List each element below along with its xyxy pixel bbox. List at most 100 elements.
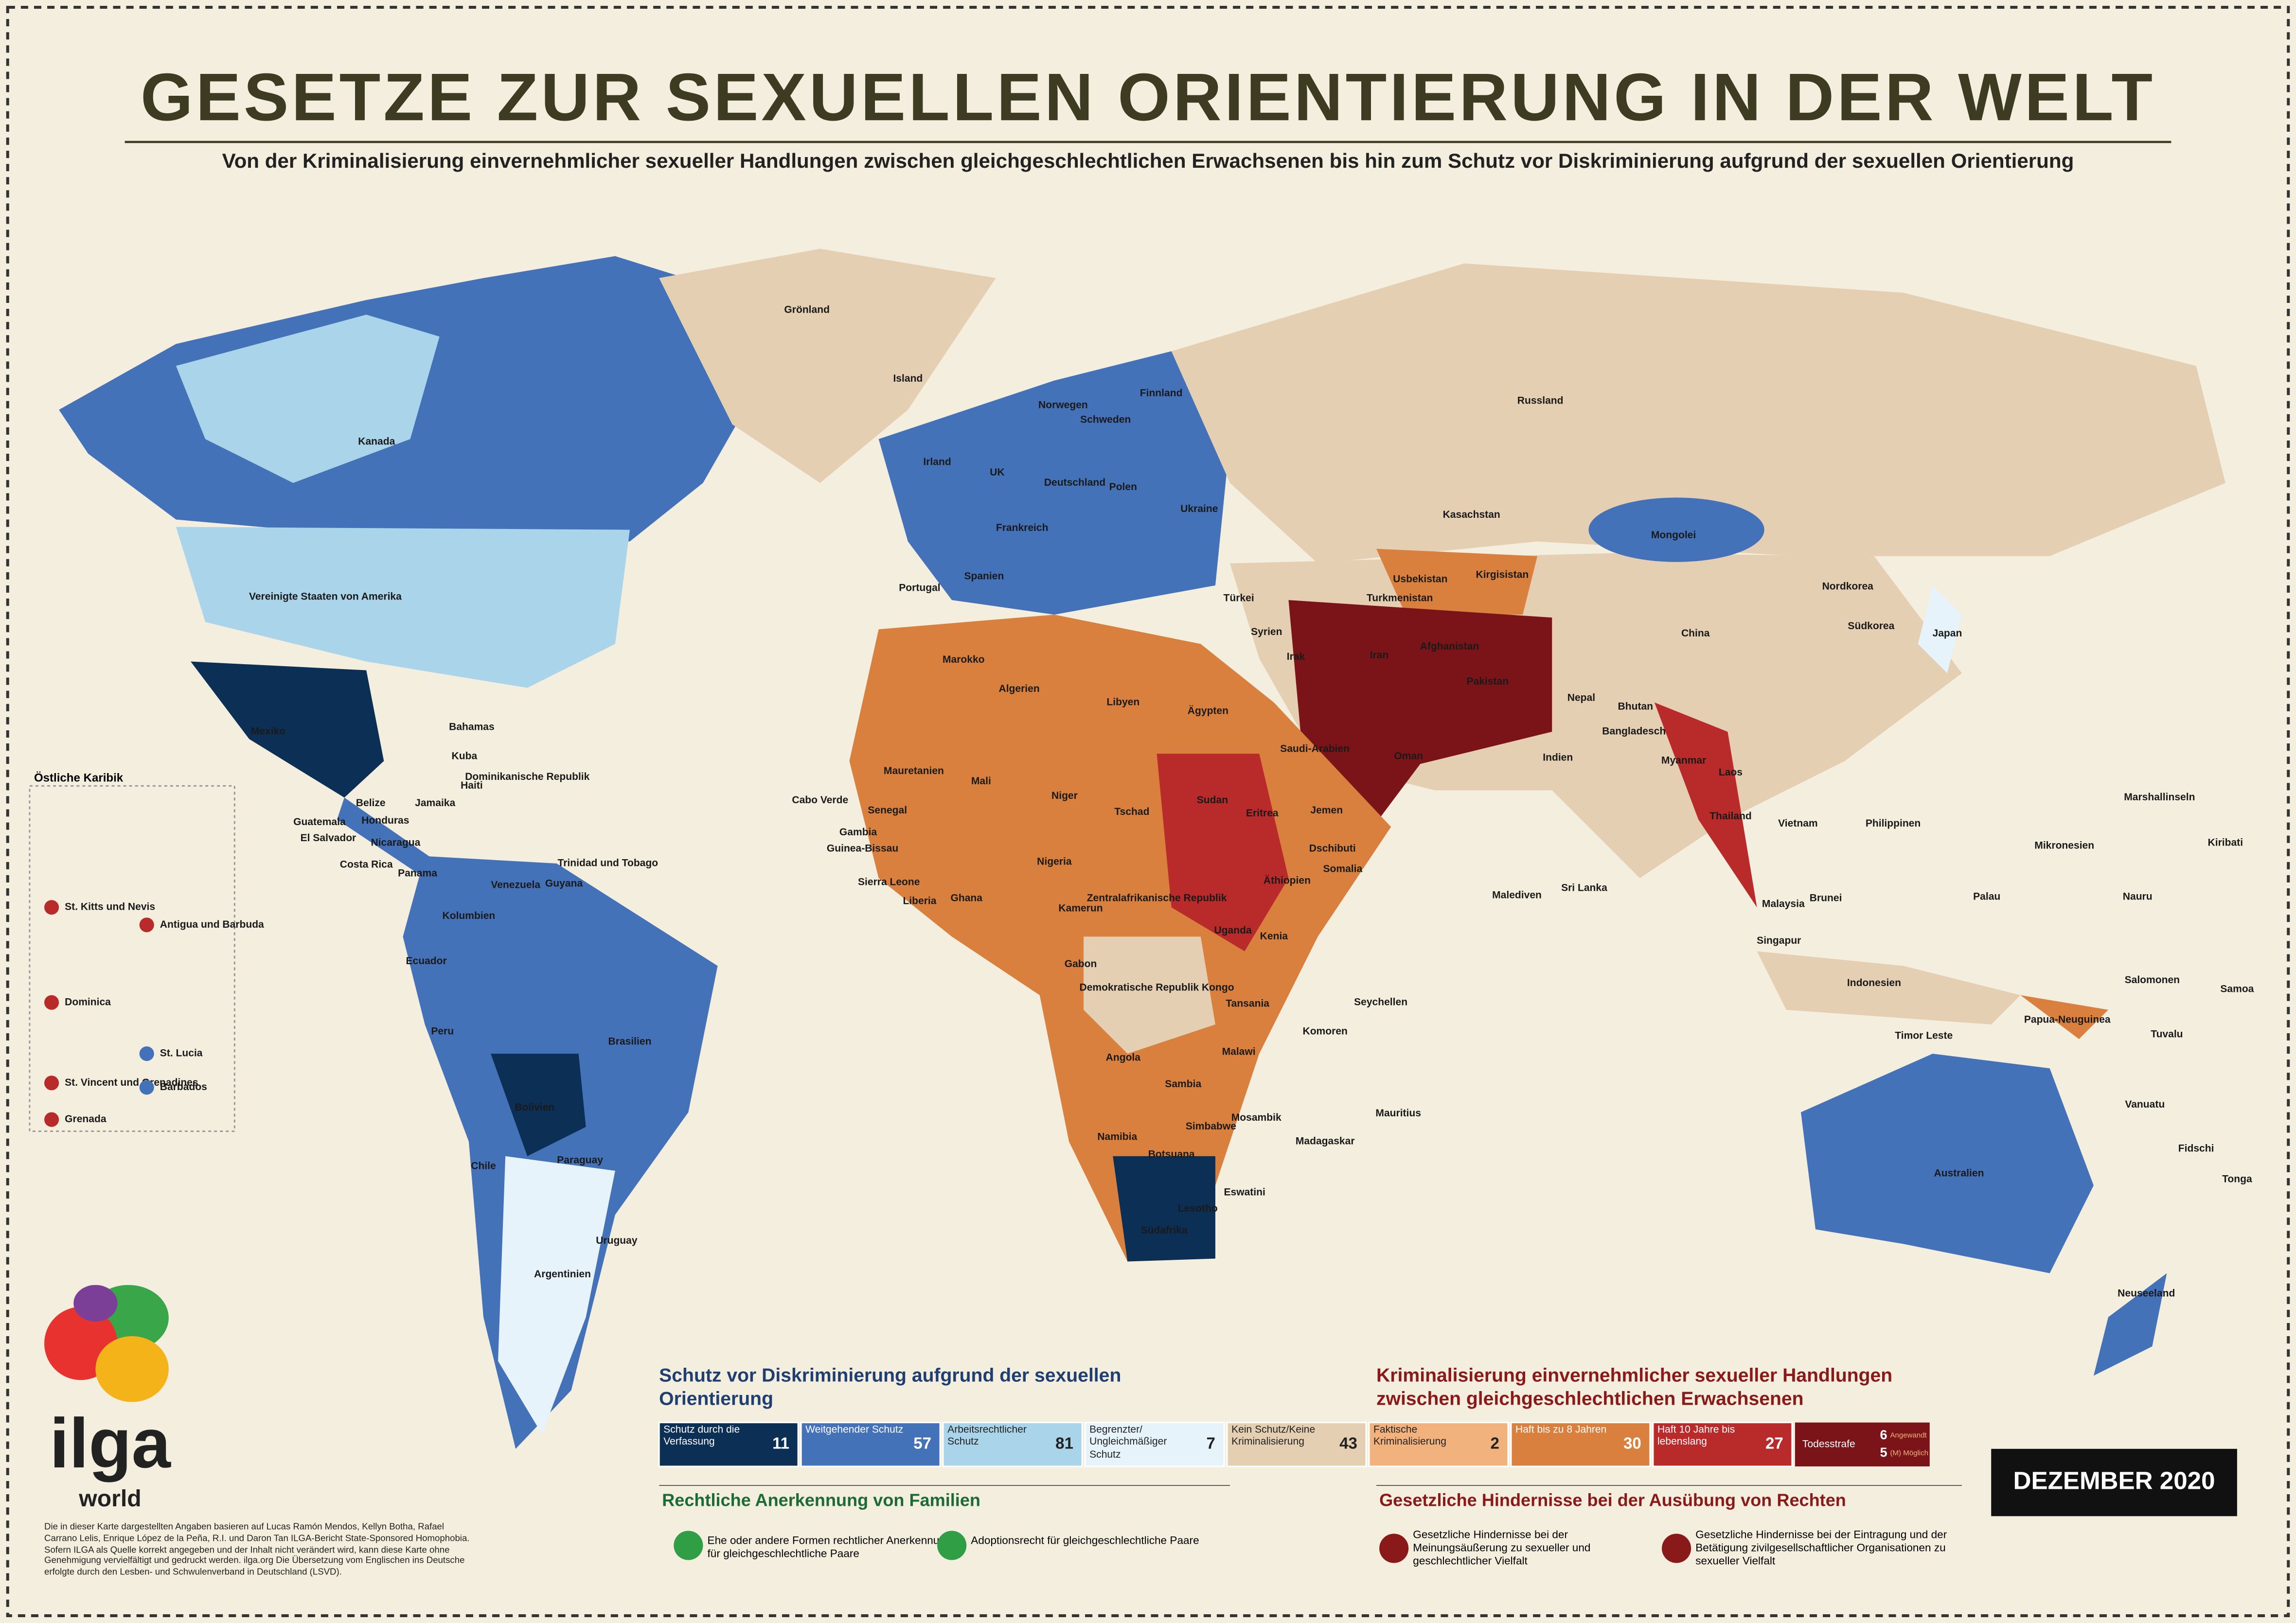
country-label: Sierra Leone — [858, 877, 920, 888]
country-label: Türkei — [1224, 593, 1254, 604]
country-label: Ukraine — [1180, 503, 1218, 514]
country-label: Indien — [1543, 752, 1573, 763]
legend-heading: Rechtliche Anerkennung von Familien — [662, 1490, 980, 1510]
country-label: Sudan — [1197, 794, 1228, 806]
legend-count: 30 — [1623, 1435, 1641, 1453]
legend-count: 11 — [772, 1435, 789, 1453]
country-label: Jemen — [1310, 805, 1343, 816]
legend-icon — [1379, 1534, 1409, 1563]
country-label: Niger — [1051, 790, 1078, 801]
country-label: Tonga — [2222, 1174, 2252, 1185]
land-sudan — [1157, 754, 1289, 952]
land-central-asia — [1376, 548, 1538, 615]
country-label: Kanada — [358, 436, 395, 447]
inset-dot — [139, 917, 154, 933]
text-box: Faktische Kriminalisierung — [1373, 1425, 1446, 1448]
country-label: Algerien — [999, 683, 1040, 694]
country-label: Laos — [1719, 767, 1743, 778]
inset-label: St. Kitts und Nevis — [65, 901, 155, 913]
land-indonesia — [1757, 951, 2021, 1024]
country-label: Kirgisistan — [1476, 569, 1529, 580]
legend-icon — [674, 1531, 703, 1560]
logo-art — [44, 1285, 176, 1417]
country-label: Schweden — [1080, 414, 1131, 425]
country-label: Eritrea — [1246, 808, 1279, 819]
country-label: Bhutan — [1618, 701, 1653, 712]
inset-dot — [44, 1112, 59, 1127]
country-label: Argentinien — [534, 1269, 591, 1280]
land-australia — [1800, 1054, 2094, 1273]
country-label: Nicaragua — [371, 837, 421, 848]
inset-dot — [44, 995, 59, 1010]
country-label: Deutschland — [1044, 477, 1105, 488]
text-box: Haft 10 Jahre bis lebenslang — [1657, 1426, 1735, 1448]
inset-label: St. Vincent und Grenadines — [65, 1077, 198, 1088]
country-label: Angola — [1106, 1052, 1141, 1063]
country-label: Kolumbien — [443, 910, 496, 921]
land-myanmar — [1654, 702, 1757, 908]
country-label: Mali — [971, 776, 991, 787]
country-label: Trinidad und Tobago — [558, 857, 659, 868]
country-label: Kamerun — [1058, 903, 1103, 914]
country-label: Haiti — [461, 780, 483, 791]
country-label: Bolivien — [515, 1102, 554, 1113]
text-box: Kein Schutz/Keine Kriminalisierung — [1231, 1426, 1315, 1448]
legend-swatch — [1226, 1422, 1367, 1467]
legend-count: 7 — [1207, 1435, 1215, 1453]
country-label: Südkorea — [1848, 620, 1894, 632]
inset-dot — [139, 1080, 154, 1095]
country-label: Fidschi — [2178, 1143, 2214, 1154]
country-label: Dominikanische Republik — [465, 771, 589, 782]
land-argentina — [498, 1156, 615, 1434]
country-label: Sambia — [1165, 1078, 1201, 1090]
legend-count: 57 — [913, 1435, 931, 1453]
country-label: Madagaskar — [1296, 1135, 1355, 1147]
country-label: Palau — [1973, 891, 2000, 902]
country-label: Nauru — [2123, 891, 2153, 902]
country-label: Norwegen — [1038, 399, 1088, 410]
legend-text: Gesetzliche Hindernisse bei der Eintragu… — [1695, 1528, 1947, 1568]
legend-sublabel: Angewandt — [1890, 1431, 1927, 1440]
country-label: Äthiopien — [1264, 875, 1311, 886]
country-label: Thailand — [1709, 811, 1752, 822]
land-congo — [1084, 936, 1215, 1054]
country-label: Saudi-Arabien — [1280, 743, 1350, 755]
country-label: Vereinigte Staaten von Amerika — [249, 591, 402, 602]
country-label: China — [1681, 628, 1710, 639]
country-label: Gabon — [1065, 958, 1097, 970]
country-label: Papua-Neuguinea — [2024, 1014, 2111, 1025]
logo-blobs — [44, 1285, 176, 1417]
country-label: Honduras — [361, 815, 409, 826]
country-label: Turkmenistan — [1367, 593, 1433, 604]
legend-sublabel: (M) Möglich — [1890, 1449, 1929, 1457]
title: GESETZE ZUR SEXUELLEN ORIENTIERUNG IN DE… — [141, 60, 2155, 135]
land-europe — [878, 351, 1230, 615]
country-label: Japan — [1932, 628, 1962, 639]
land-north — [176, 315, 440, 483]
legend-text: Adoptionsrecht für gleichgeschlechtliche… — [971, 1534, 1199, 1547]
country-label: Bahamas — [449, 721, 495, 732]
subtitle: Von der Kriminalisierung einvernehmliche… — [222, 149, 2074, 172]
country-label: Timor Leste — [1895, 1030, 1953, 1041]
country-label: Mexiko — [251, 726, 285, 737]
country-label: Venezuela — [491, 880, 540, 891]
text-box: Haft bis zu 8 Jahren — [1515, 1426, 1606, 1436]
country-label: Oman — [1394, 751, 1423, 762]
legend-count: 5 — [1880, 1445, 1887, 1460]
legend-text: Faktische Kriminalisierung — [1373, 1425, 1446, 1448]
country-label: Singapur — [1757, 935, 1801, 946]
land-png — [2020, 995, 2109, 1040]
country-label: Guyana — [545, 878, 583, 889]
country-label: Indonesien — [1847, 977, 1901, 988]
country-label: Guinea-Bissau — [827, 843, 898, 854]
country-label: Vanuatu — [2125, 1099, 2165, 1110]
country-label: Südafrika — [1141, 1225, 1188, 1236]
country-label: Mikronesien — [2034, 840, 2094, 851]
inset-label: Antigua und Barbuda — [160, 919, 264, 930]
date-box — [1991, 1448, 2237, 1517]
country-label: Nepal — [1567, 692, 1595, 703]
land-middle-east — [1288, 600, 1552, 823]
country-label: Paraguay — [557, 1154, 603, 1165]
